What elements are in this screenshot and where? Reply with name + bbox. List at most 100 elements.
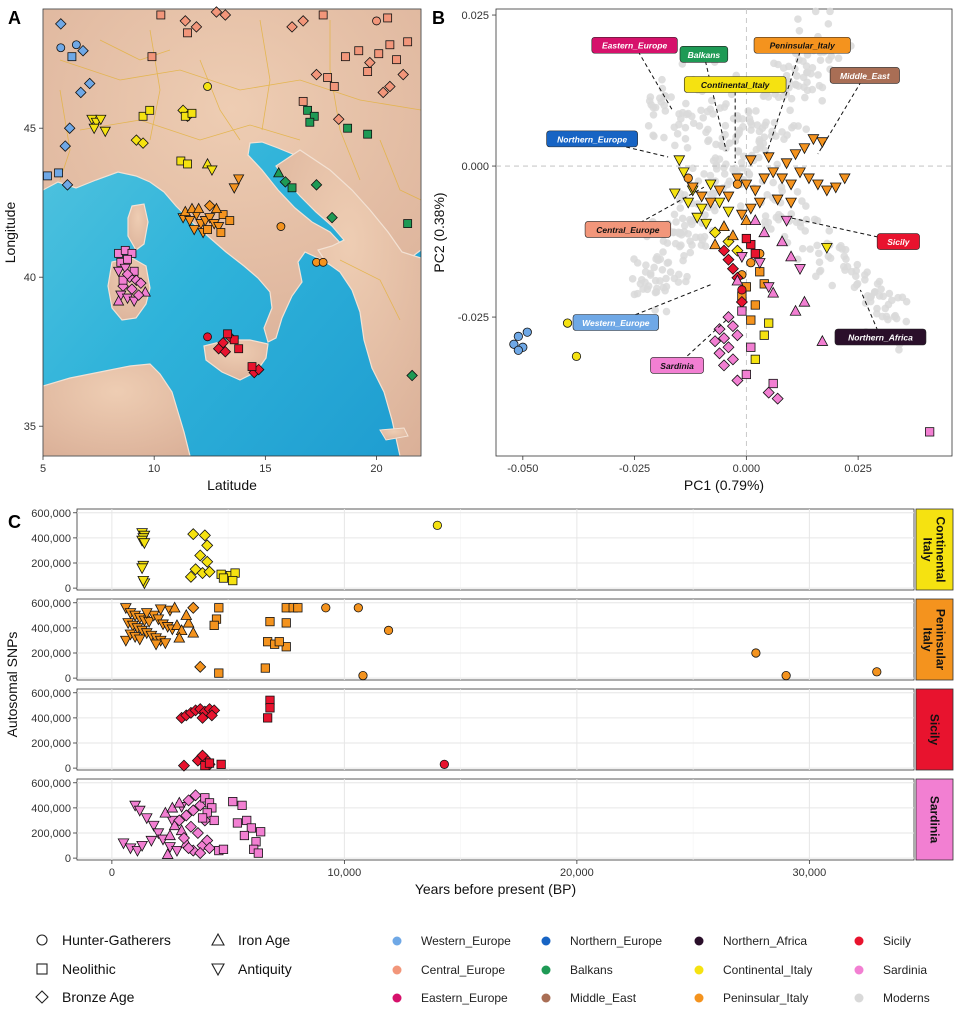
legend-shape-diamond-icon bbox=[35, 990, 49, 1004]
modern-sample-point bbox=[774, 215, 783, 224]
modern-sample-point bbox=[764, 93, 773, 101]
map-point bbox=[363, 129, 373, 139]
map-point bbox=[229, 335, 239, 345]
map-point bbox=[112, 295, 125, 306]
modern-sample-point bbox=[717, 141, 726, 149]
snp-point bbox=[187, 804, 200, 817]
snp-point bbox=[175, 624, 188, 635]
modern-sample-point bbox=[834, 54, 843, 63]
legend-shape-circle-icon bbox=[36, 934, 48, 946]
pca-group-label: Middle_East bbox=[840, 71, 891, 81]
map-point bbox=[190, 21, 203, 33]
snp-point bbox=[242, 815, 252, 826]
snp-point bbox=[168, 601, 181, 613]
modern-sample-point bbox=[873, 304, 881, 313]
map-point bbox=[203, 82, 212, 91]
map-point bbox=[372, 16, 381, 26]
pca-point bbox=[780, 215, 793, 227]
modern-sample-point bbox=[630, 255, 638, 263]
legend-group-label: Eastern_Europe bbox=[421, 991, 508, 1005]
border-lines bbox=[59, 19, 421, 321]
pca-group-label: Peninsular_Italy bbox=[770, 41, 836, 51]
modern-sample-point bbox=[816, 56, 825, 65]
land-crete-islands bbox=[379, 427, 409, 441]
modern-sample-point bbox=[645, 97, 654, 105]
map-y-axis-label: Longitude bbox=[2, 202, 18, 264]
snp-facet-label: Sardinia bbox=[928, 796, 942, 844]
modern-sample-point bbox=[769, 178, 778, 187]
pca-group-label: Continental_Italy bbox=[701, 80, 771, 90]
modern-sample-point bbox=[700, 170, 708, 178]
snp-point bbox=[293, 603, 303, 613]
map-point bbox=[135, 277, 147, 289]
map-point bbox=[232, 174, 245, 185]
map-point bbox=[132, 289, 145, 301]
legend: Hunter-Gatherers Neolithic Bronze Age Iron … bbox=[35, 932, 930, 1005]
map-point bbox=[203, 332, 212, 342]
pca-point bbox=[758, 173, 771, 185]
pca-point bbox=[713, 323, 726, 336]
snp-y-tick-label: 400,000 bbox=[31, 623, 71, 635]
pca-point bbox=[713, 347, 726, 360]
legend-shape-label: Iron Age bbox=[238, 932, 290, 948]
modern-sample-point bbox=[683, 272, 691, 281]
modern-sample-point bbox=[853, 280, 861, 289]
map-point bbox=[88, 123, 100, 135]
snp-point bbox=[232, 818, 243, 828]
modern-sample-point bbox=[656, 277, 664, 285]
modern-sample-point bbox=[803, 68, 812, 77]
modern-sample-point bbox=[680, 252, 688, 260]
pca-point bbox=[746, 342, 756, 352]
snp-point bbox=[216, 759, 226, 769]
map-point bbox=[83, 77, 96, 90]
snp-facet-strip bbox=[915, 598, 954, 681]
snp-point bbox=[164, 829, 176, 841]
modern-sample-point bbox=[745, 170, 754, 178]
map-point bbox=[217, 336, 229, 349]
modern-sample-point bbox=[704, 125, 712, 134]
modern-sample-point bbox=[842, 255, 850, 263]
map-point bbox=[332, 113, 345, 126]
snp-x-tick-label: 10,000 bbox=[328, 867, 362, 879]
modern-sample-point bbox=[697, 106, 705, 115]
pca-y-axis-label: PC2 (0.38%) bbox=[431, 192, 447, 272]
snp-point bbox=[439, 759, 449, 769]
modern-sample-point bbox=[812, 272, 820, 281]
pca-point bbox=[731, 274, 744, 286]
pca-point bbox=[726, 262, 739, 275]
map-point bbox=[374, 49, 384, 59]
map-point bbox=[310, 179, 323, 191]
snp-facet-strip bbox=[915, 508, 954, 591]
legend-group-swatch bbox=[694, 936, 704, 946]
modern-sample-point bbox=[815, 249, 823, 258]
pca-point bbox=[798, 295, 811, 307]
legend-group-label: Northern_Europe bbox=[570, 934, 662, 948]
snp-point bbox=[265, 703, 275, 713]
map-point bbox=[188, 225, 200, 236]
pca-points bbox=[509, 134, 935, 437]
snp-point bbox=[214, 603, 224, 613]
pca-label-leader bbox=[817, 75, 866, 155]
modern-sample-point bbox=[698, 236, 707, 245]
pca-point bbox=[731, 244, 744, 257]
pca-point bbox=[677, 167, 690, 179]
pca-point bbox=[820, 185, 833, 197]
snp-panel: 0200,000400,000600,000ContinentalItaly02… bbox=[4, 508, 954, 897]
snp-point bbox=[260, 663, 270, 673]
snp-point bbox=[253, 848, 263, 858]
legend-group-label: Peninsular_Italy bbox=[723, 991, 808, 1005]
snp-x-tick-label: 30,000 bbox=[793, 867, 827, 879]
modern-sample-point bbox=[787, 94, 796, 103]
pca-point bbox=[686, 182, 699, 194]
pca-point bbox=[789, 149, 802, 161]
map-point bbox=[77, 44, 89, 57]
snp-y-tick-label: 0 bbox=[65, 763, 71, 775]
modern-sample-point bbox=[813, 241, 821, 250]
map-point bbox=[234, 344, 244, 354]
pca-point bbox=[562, 318, 573, 328]
map-point bbox=[329, 82, 339, 91]
modern-sample-point bbox=[664, 258, 673, 267]
pca-x-tick-label: -0.050 bbox=[507, 463, 538, 475]
map-point bbox=[403, 219, 413, 228]
modern-sample-point bbox=[785, 83, 793, 92]
